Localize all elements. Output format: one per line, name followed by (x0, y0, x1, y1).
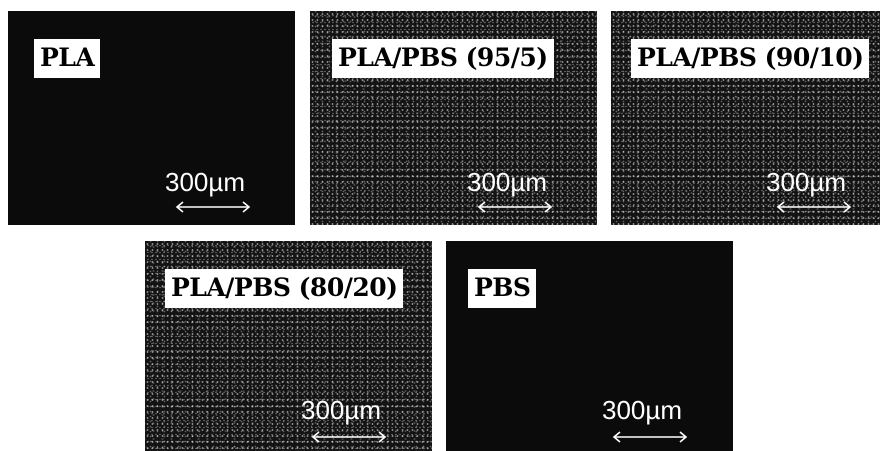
scale-bar-label: 300µm (165, 167, 246, 197)
panel-label: PLA (34, 39, 101, 78)
micrograph-panel-pla: PLA 300µm (8, 11, 295, 225)
micrograph-panel-pla-pbs-90-10: PLA/PBS (90/10) 300µm (611, 11, 880, 225)
micrograph-panel-pla-pbs-95-5: PLA/PBS (95/5) 300µm (310, 11, 597, 225)
panel-label: PLA/PBS (90/10) (631, 39, 870, 78)
scale-bar-label: 300µm (467, 167, 548, 197)
panel-label: PLA/PBS (80/20) (165, 269, 404, 308)
scale-bar-arrow (611, 431, 689, 443)
scale-bar-arrow (174, 201, 252, 213)
scale-bar-label: 300µm (766, 167, 847, 197)
scale-bar-arrow (310, 431, 388, 443)
scale-bar-label: 300µm (602, 395, 683, 425)
scale-bar-arrow (476, 201, 554, 213)
micrograph-panel-pla-pbs-80-20: PLA/PBS (80/20) 300µm (145, 241, 432, 451)
micrograph-panel-pbs: PBS 300µm (446, 241, 733, 451)
scale-bar-arrow (775, 201, 853, 213)
panel-label: PBS (468, 269, 537, 308)
scale-bar-label: 300µm (301, 395, 382, 425)
panel-label: PLA/PBS (95/5) (332, 39, 554, 78)
